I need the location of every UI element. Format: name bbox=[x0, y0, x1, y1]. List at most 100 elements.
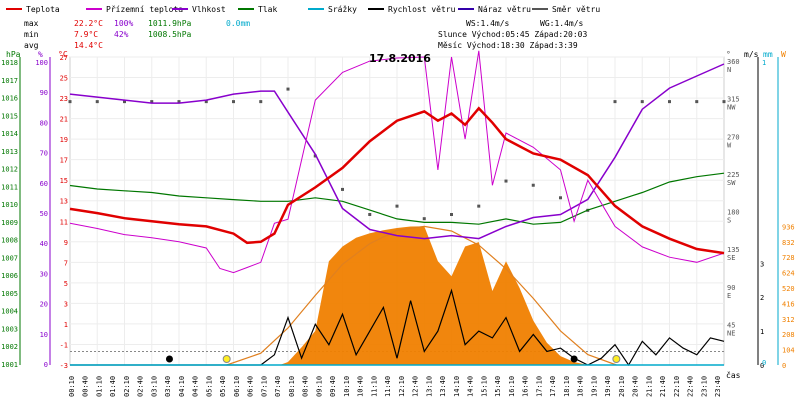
wind-direction-point bbox=[613, 100, 617, 104]
tick-label-ms: 0 bbox=[760, 362, 764, 370]
stat-min-hum: 42% bbox=[114, 30, 129, 39]
stat-avg-label: avg bbox=[24, 41, 39, 50]
series-pressure bbox=[69, 172, 725, 225]
axis-unit-ms: m/s bbox=[744, 50, 759, 59]
tick-label-dir: SE bbox=[727, 254, 735, 262]
wind-direction-point bbox=[368, 213, 372, 216]
tick-label-time: 14:10 bbox=[453, 376, 461, 397]
tick-label-time: 18:40 bbox=[577, 376, 585, 397]
tick-label-deg: 135 bbox=[727, 246, 740, 254]
tick-label-w: 520 bbox=[782, 285, 795, 293]
tick-label-c: 5 bbox=[64, 280, 68, 288]
legend-label: Rychlost větru bbox=[388, 5, 456, 14]
stat-max-label: max bbox=[24, 19, 39, 28]
tick-label-c: 23 bbox=[60, 95, 68, 103]
tick-label-time: 23:10 bbox=[700, 376, 708, 397]
solar-layer bbox=[70, 225, 724, 366]
tick-label-time: 03:10 bbox=[150, 376, 158, 397]
axis-unit-hpa: hPa bbox=[6, 50, 21, 59]
tick-label-time: 16:10 bbox=[508, 376, 516, 397]
tick-label-time: 12:40 bbox=[412, 376, 420, 397]
wind-direction-point bbox=[313, 154, 317, 158]
tick-label-c: -3 bbox=[60, 362, 68, 370]
wind-direction-point bbox=[450, 213, 453, 216]
tick-label-pct: 60 bbox=[40, 180, 48, 188]
axes-layer: 1018101710161015101410131012101110101009… bbox=[1, 54, 795, 397]
tick-label-hpa: 1003 bbox=[1, 325, 18, 333]
tick-label-ms: 3 bbox=[760, 260, 764, 268]
wind-direction-point bbox=[286, 87, 290, 91]
tick-label-time: 23:40 bbox=[714, 376, 722, 397]
axis-unit-time: čas bbox=[726, 370, 741, 380]
tick-label-time: 07:10 bbox=[260, 376, 268, 397]
tick-label-deg: 315 bbox=[727, 96, 740, 104]
tick-label-c: 21 bbox=[60, 116, 68, 124]
tick-label-hpa: 1006 bbox=[1, 272, 18, 280]
tick-label-w: 0 bbox=[782, 362, 786, 370]
tick-label-hpa: 1004 bbox=[1, 308, 18, 316]
axis-unit-c: °C bbox=[58, 50, 68, 59]
chart-title: 17.8.2016 bbox=[369, 52, 431, 65]
tick-label-hpa: 1008 bbox=[1, 237, 18, 245]
wind-direction-point bbox=[695, 100, 699, 104]
sunset-marker bbox=[612, 355, 621, 363]
stat-moon: Měsíc Východ:18:30 Západ:3:39 bbox=[438, 41, 578, 50]
tick-label-c: 17 bbox=[60, 157, 68, 165]
tick-label-c: 25 bbox=[60, 75, 68, 83]
tick-label-deg: 360 bbox=[727, 58, 740, 66]
tick-label-time: 19:10 bbox=[590, 376, 598, 397]
tick-label-time: 08:40 bbox=[302, 376, 310, 397]
sunrise-marker bbox=[222, 355, 231, 363]
legend: Teplota Přízemní teplota Vlhkost Tlak Srážky… bbox=[6, 5, 600, 14]
wind-direction-point bbox=[177, 100, 181, 104]
tick-label-hpa: 1011 bbox=[1, 183, 18, 191]
stat-sun: Slunce Východ:05:45 Západ:20:03 bbox=[438, 30, 587, 39]
tick-label-time: 00:10 bbox=[68, 376, 76, 397]
tick-label-time: 13:10 bbox=[425, 376, 433, 397]
tick-label-dir: S bbox=[727, 217, 731, 225]
tick-label-pct: 20 bbox=[40, 301, 48, 309]
wind-direction-point bbox=[395, 204, 399, 208]
tick-label-time: 00:40 bbox=[82, 376, 90, 397]
tick-label-hpa: 1009 bbox=[1, 219, 18, 227]
wind-direction-point bbox=[504, 179, 508, 183]
series-layer bbox=[68, 50, 726, 367]
tick-label-w: 832 bbox=[782, 239, 795, 247]
series-ground-temp bbox=[69, 50, 725, 274]
tick-label-hpa: 1005 bbox=[1, 290, 18, 298]
tick-label-w: 312 bbox=[782, 316, 795, 324]
tick-label-pct: 90 bbox=[40, 89, 48, 97]
tick-label-time: 10:40 bbox=[357, 376, 365, 397]
tick-label-w: 624 bbox=[782, 270, 795, 278]
tick-label-time: 21:10 bbox=[645, 376, 653, 397]
tick-label-mm: 1 bbox=[762, 59, 766, 67]
tick-label-time: 11:10 bbox=[370, 376, 378, 397]
legend-label: Směr větru bbox=[552, 5, 600, 14]
stat-min-label: min bbox=[24, 30, 39, 39]
tick-label-hpa: 1016 bbox=[1, 95, 18, 103]
wind-direction-point bbox=[259, 100, 263, 104]
tick-label-time: 12:10 bbox=[398, 376, 406, 397]
wind-direction-point bbox=[722, 100, 726, 104]
tick-label-w: 728 bbox=[782, 254, 795, 262]
tick-label-time: 22:10 bbox=[673, 376, 681, 397]
tick-label-time: 04:10 bbox=[178, 376, 186, 397]
tick-label-dir: N bbox=[727, 66, 731, 74]
tick-label-hpa: 1015 bbox=[1, 112, 18, 120]
tick-label-time: 05:10 bbox=[205, 376, 213, 397]
tick-label-dir: W bbox=[727, 141, 732, 149]
axis-unit-mm: mm bbox=[763, 50, 773, 59]
tick-label-w: 416 bbox=[782, 300, 795, 308]
axis-unit-w: W bbox=[781, 50, 786, 59]
series-wind-speed bbox=[70, 288, 725, 367]
tick-label-dir: E bbox=[727, 292, 731, 300]
tick-label-time: 14:40 bbox=[467, 376, 475, 397]
tick-label-pct: 40 bbox=[40, 240, 48, 248]
tick-label-deg: 90 bbox=[727, 284, 735, 292]
tick-label-c: -1 bbox=[60, 341, 68, 349]
stat-ws: WS:1.4m/s bbox=[466, 19, 510, 28]
tick-label-time: 01:40 bbox=[109, 376, 117, 397]
tick-label-time: 20:10 bbox=[618, 376, 626, 397]
legend-label: Tlak bbox=[258, 5, 277, 14]
